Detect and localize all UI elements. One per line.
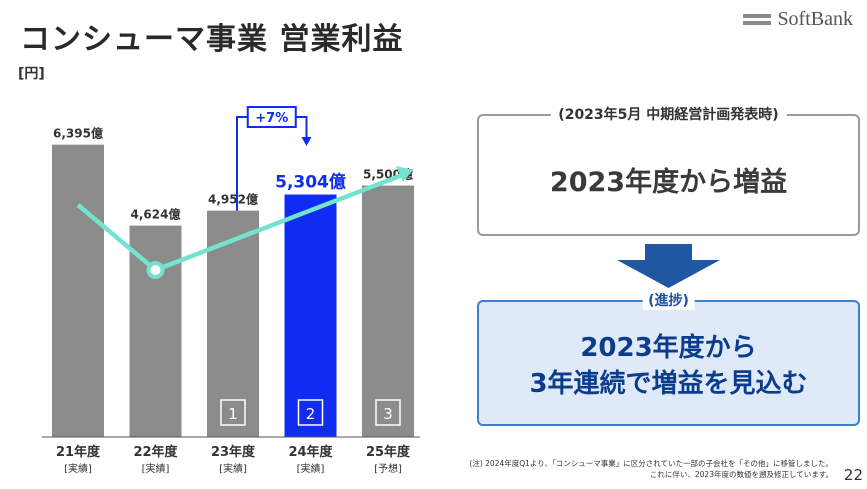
page-number: 22 xyxy=(843,466,863,484)
x-sublabel-0: [実績] xyxy=(64,462,92,475)
progress-text-line1: 2023年度から xyxy=(580,333,757,363)
marker-box-2 xyxy=(220,399,246,426)
x-tick-label-3: 24年度 xyxy=(288,444,333,460)
marker-number-3: 2 xyxy=(306,405,316,423)
x-tick-label-0: 21年度 xyxy=(56,444,101,460)
plan-box: (2023年5月 中期経営計画発表時) 2023年度から増益 xyxy=(477,104,860,236)
marker-box-3 xyxy=(297,399,324,426)
data-label-0: 6,395億 xyxy=(53,126,103,141)
trend-arrowhead xyxy=(396,166,413,182)
unit-label: [円] xyxy=(18,66,45,82)
growth-label-box xyxy=(246,106,297,128)
footnote-line2: これに伴い、2023年度の数値を遡及修正しています。 xyxy=(649,470,833,479)
bar-1 xyxy=(129,225,182,437)
x-tick-label-1: 22年度 xyxy=(133,444,178,460)
x-sublabel-2: [実績] xyxy=(219,462,247,475)
progress-box-label: (進捗) xyxy=(642,290,695,310)
growth-label: +7% xyxy=(255,111,288,126)
plan-box-label: (2023年5月 中期経営計画発表時) xyxy=(550,104,787,124)
progress-text-line2: 3年連続で増益を見込む xyxy=(529,369,808,399)
marker-box-4 xyxy=(375,399,401,426)
data-label-1: 4,624億 xyxy=(131,207,181,222)
x-sublabel-4: [予想] xyxy=(374,462,402,475)
logo-mark-icon xyxy=(743,14,772,25)
bar-4 xyxy=(362,185,414,437)
marker-number-2: 1 xyxy=(228,405,238,423)
bar-3 xyxy=(284,194,337,437)
page-title: コンシューマ事業 営業利益 xyxy=(20,22,404,57)
operating-income-chart: 6,395億 21年度 [実績] 4,624億 22年度 [実績] 4,952億 1 23年度 [… xyxy=(42,106,420,475)
growth-arrowhead xyxy=(301,137,312,146)
softbank-logo: SoftBank xyxy=(743,8,853,31)
x-tick-label-4: 25年度 xyxy=(366,444,411,460)
footnote: (注) 2024年度Q1より、「コンシューマ事業」に区分されていた一部の子会社を… xyxy=(469,458,833,480)
x-tick-label-2: 23年度 xyxy=(211,444,256,460)
data-label-3: 5,304億 xyxy=(275,172,346,193)
down-arrow-icon xyxy=(617,244,720,288)
x-sublabel-1: [実績] xyxy=(142,462,170,475)
bar-0 xyxy=(52,144,104,437)
marker-number-4: 3 xyxy=(383,405,393,423)
data-label-2: 4,952億 xyxy=(208,192,258,207)
bar-2 xyxy=(207,210,259,437)
progress-box-text: 2023年度から 3年連続で増益を見込む xyxy=(479,330,858,402)
progress-box: (進捗) 2023年度から 3年連続で増益を見込む xyxy=(477,290,860,426)
logo-text: SoftBank xyxy=(777,8,853,30)
footnote-line1: (注) 2024年度Q1より、「コンシューマ事業」に区分されていた一部の子会社を… xyxy=(469,459,833,468)
x-sublabel-3: [実績] xyxy=(297,462,325,475)
plan-box-text: 2023年度から増益 xyxy=(549,167,788,198)
trend-low-point xyxy=(146,261,165,279)
